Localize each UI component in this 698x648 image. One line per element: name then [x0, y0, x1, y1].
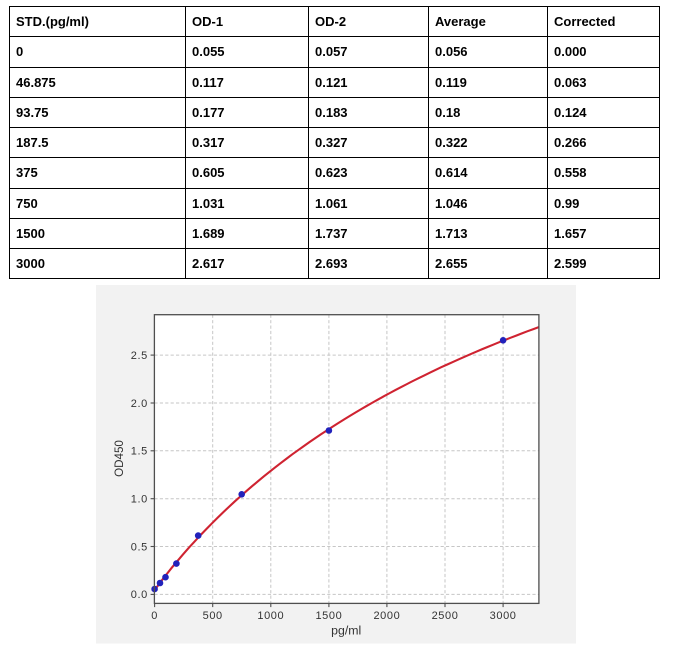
- svg-text:0.0: 0.0: [131, 589, 148, 601]
- svg-text:1.0: 1.0: [131, 494, 148, 506]
- svg-text:2.0: 2.0: [131, 398, 148, 410]
- svg-text:0: 0: [151, 610, 158, 622]
- svg-text:1500: 1500: [315, 610, 342, 622]
- svg-text:0.5: 0.5: [131, 541, 148, 553]
- svg-text:2500: 2500: [432, 610, 459, 622]
- svg-text:2000: 2000: [373, 610, 400, 622]
- svg-text:3000: 3000: [490, 610, 517, 622]
- svg-text:2.5: 2.5: [131, 350, 148, 362]
- svg-text:pg/ml: pg/ml: [331, 624, 361, 638]
- svg-text:1.5: 1.5: [131, 446, 148, 458]
- svg-text:OD450: OD450: [113, 440, 126, 477]
- svg-text:1000: 1000: [257, 610, 284, 622]
- svg-text:500: 500: [203, 610, 223, 622]
